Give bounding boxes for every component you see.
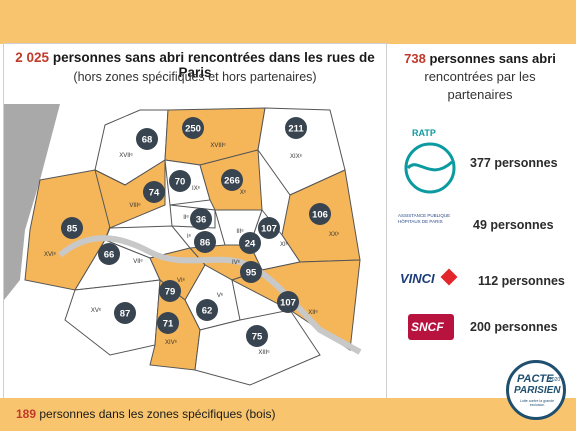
pacte-year: 2020 [549,377,561,383]
badge-value-XI: 24 [245,239,256,250]
ratp-logo-text: RATP [412,128,436,138]
badge-III [258,217,280,239]
badge-value-I: 86 [200,238,211,249]
sncf-logo-text: SNCF [411,320,444,334]
badge-value-XIII: 75 [252,332,263,343]
vinci-mark-icon [440,268,458,286]
badge-value-XVIII: 250 [185,124,201,135]
arr-label-XVIII: XVIIIᵉ [210,143,226,149]
bottom-band [0,398,576,431]
arr-label-VII: VIIᵉ [133,259,143,265]
arr-VIII [94,159,166,229]
footer-label: personnes dans les zones spécifiques (bo… [39,407,276,421]
partners-title: 738 personnes sans abri rencontrées par … [400,50,560,104]
footer-text: 189 personnes dans les zones spécifiques… [16,407,276,421]
badge-XI [239,232,261,254]
badge-value-IV: 95 [246,268,257,279]
pacte-line1: PACTE [517,373,554,385]
badge-XVI [61,217,83,239]
arr-label-VIII: VIIIᵉ [129,203,141,209]
badge-XIII [246,325,268,347]
aphp-logo: ASSISTANCE PUBLIQUE HÔPITAUX DE PARIS [398,213,464,233]
arr-label-XI: XIᵉ [280,242,289,248]
badge-value-XII: 107 [280,298,296,309]
arr-label-XIII: XIIIᵉ [258,350,270,356]
badge-I [194,231,216,253]
arr-XIII [194,309,321,386]
badge-IX [169,170,191,192]
partners-title-strong: personnes sans abri [429,51,556,66]
pacte-parisien-logo: PACTE 2020 PARISIEN Lutte contre la gran… [506,360,566,420]
badge-value-II: 36 [196,215,207,226]
outside-area [4,104,60,300]
vinci-count: 112 personnes [478,274,565,288]
arr-label-V: Vᵉ [217,293,224,299]
vinci-logo-text: VINCI [400,271,435,286]
badge-XX [309,203,331,225]
partners-count: 738 [404,51,426,66]
badge-value-XVII: 68 [142,135,153,146]
arr-label-VI: VIᵉ [177,278,186,284]
arr-label-XVI: XVIᵉ [44,252,57,258]
footer-count: 189 [16,407,37,421]
partners-title-rest: rencontrées par les partenaires [424,69,536,102]
aphp-logo-text: ASSISTANCE PUBLIQUE HÔPITAUX DE PARIS [398,213,451,224]
arr-label-III: IIIᵉ [236,229,244,235]
ratp-icon [404,142,456,194]
badge-value-XIX: 211 [288,124,304,135]
badge-value-XVI: 85 [67,224,78,235]
badge-value-XIV: 71 [163,319,174,330]
arr-label-XIX: XIXᵉ [290,154,303,160]
arr-label-II: IIᵉ [183,215,189,221]
arr-label-I: Iᵉ [187,234,192,240]
badge-VI [159,280,181,302]
badge-value-III: 107 [261,224,277,235]
badge-value-X: 266 [224,176,240,187]
badge-value-V: 62 [202,306,213,317]
ratp-count: 377 personnes [470,156,558,170]
vinci-logo: VINCI [400,268,470,290]
badge-value-XX: 106 [312,210,328,221]
badge-X [221,169,243,191]
sncf-count: 200 personnes [470,320,558,334]
title-text: personnes sans abri rencontrées dans les… [52,50,375,80]
badge-XVIII [182,117,204,139]
badge-value-VI: 79 [165,287,176,298]
arr-XV [64,279,161,356]
badge-V [196,299,218,321]
arr-label-XVII: XVIIᵉ [119,153,133,159]
badge-VIII [143,181,165,203]
arr-label-X: Xᵉ [240,190,247,196]
badge-VII [98,243,120,265]
map-subtitle: (hors zones spécifiques et hors partenai… [73,70,317,84]
sncf-logo: SNCF [408,314,454,340]
map-title: 2 025 personnes sans abri rencontrées da… [0,50,390,80]
aphp-count: 49 personnes [473,218,554,232]
ratp-logo: RATP [400,128,458,198]
arr-label-XII: XIIᵉ [308,310,318,316]
top-band [0,0,576,44]
badge-IV [240,261,262,283]
arr-label-IX: IXᵉ [192,186,201,192]
pacte-tagline: Lutte contre la grande exclusion [519,399,555,407]
badge-value-IX: 70 [175,177,186,188]
badge-XIV [157,312,179,334]
arr-label-XV: XVᵉ [91,308,102,314]
badge-XIX [285,117,307,139]
total-count: 2 025 [15,50,50,65]
badge-value-VIII: 74 [149,188,160,199]
badge-II [190,208,212,230]
badge-value-VII: 66 [104,250,115,261]
pacte-line2: PARISIEN [514,385,561,396]
arr-label-IV: IVᵉ [232,260,241,266]
badge-XV [114,302,136,324]
badge-XVII [136,128,158,150]
arrondissement-shapes [24,107,361,386]
arr-label-XX: XXᵉ [329,232,340,238]
badge-value-XV: 87 [120,309,131,320]
arr-label-XIV: XIVᵉ [165,340,178,346]
badge-XII [277,291,299,313]
